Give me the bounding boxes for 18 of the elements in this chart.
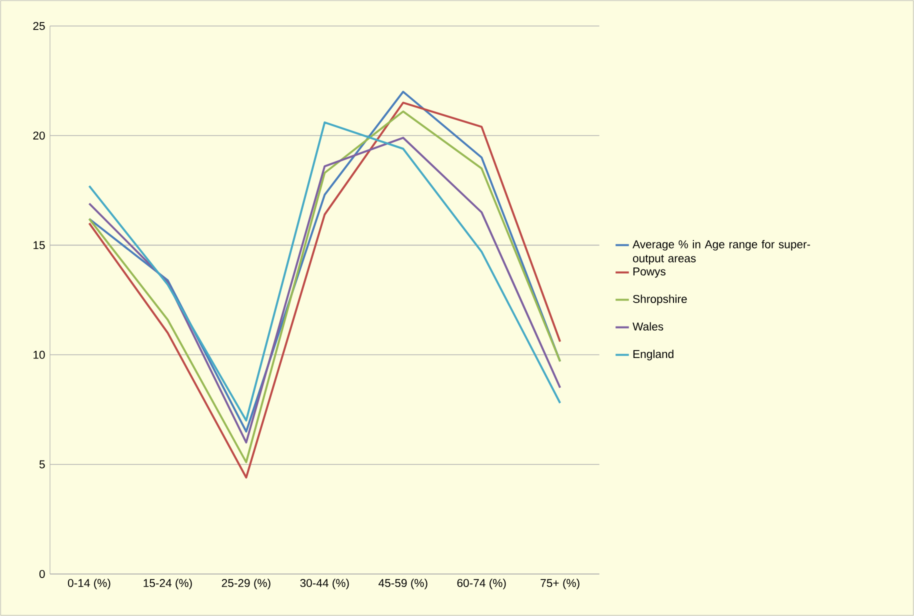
x-tick-label: 15-24 (%) bbox=[144, 578, 192, 590]
legend-label: Shropshire bbox=[633, 294, 687, 306]
x-tick-label: 30-44 (%) bbox=[300, 578, 349, 590]
x-tick-label: 25-29 (%) bbox=[222, 578, 270, 590]
x-tick-label: 45-59 (%) bbox=[378, 578, 428, 590]
y-tick-label: 0 bbox=[39, 570, 45, 578]
x-tick-label: 60-74 (%) bbox=[457, 578, 506, 590]
legend-label: England bbox=[633, 350, 674, 360]
legend-label: Powys bbox=[633, 268, 666, 278]
y-tick-label: 5 bbox=[39, 460, 45, 468]
y-tick-label: 15 bbox=[34, 241, 45, 250]
legend-label: Wales bbox=[632, 322, 664, 331]
legend-label: Average % in Age range for super-output areas bbox=[632, 240, 810, 265]
x-tick-label: 75+ (%) bbox=[540, 578, 580, 590]
y-tick-label: 25 bbox=[33, 22, 45, 30]
x-tick-label: 0-14 (%) bbox=[68, 578, 110, 590]
y-tick-label: 20 bbox=[33, 132, 45, 140]
y-tick-label: 10 bbox=[34, 350, 45, 359]
